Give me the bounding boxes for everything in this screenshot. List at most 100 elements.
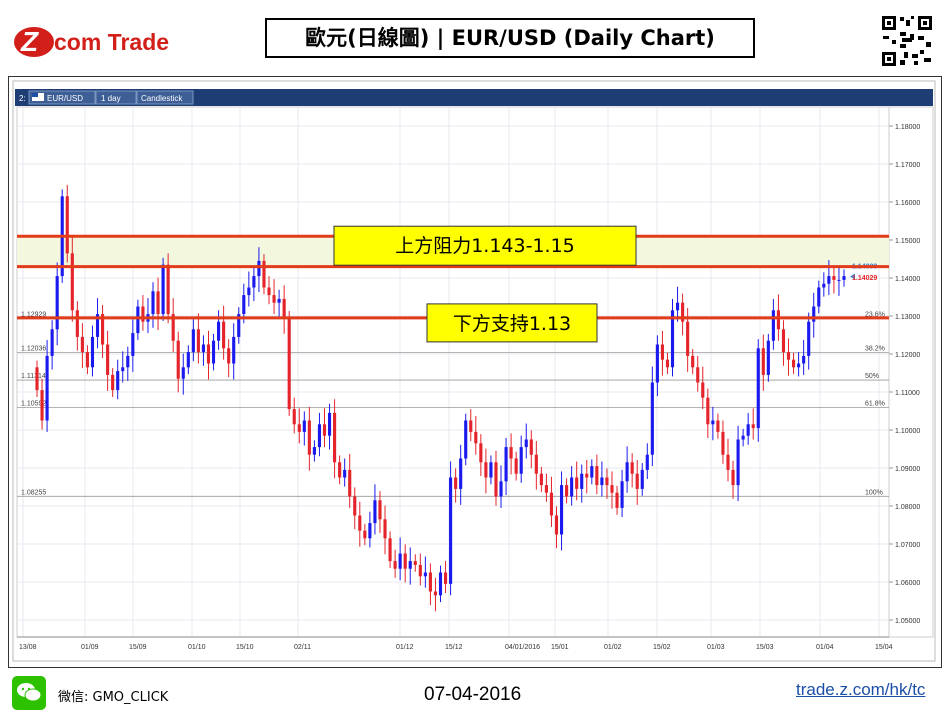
fib-left-label: 1.08255 — [21, 489, 46, 496]
fib-right-label: 50% — [865, 373, 879, 380]
x-tick-label: 01/02 — [604, 644, 622, 651]
toolbar-style-button[interactable] — [136, 90, 194, 105]
candle-body — [267, 287, 271, 296]
candle-body — [40, 390, 44, 421]
candle-body — [302, 420, 306, 432]
candle-body — [706, 397, 710, 425]
candle-body — [368, 523, 372, 539]
candle-body — [807, 321, 811, 356]
candle-body — [509, 447, 513, 459]
fib-right-label: 61.8% — [865, 401, 885, 408]
y-tick-label: 1.13000 — [895, 314, 920, 321]
candle-body — [116, 371, 120, 391]
qr-code-icon — [880, 14, 934, 68]
site-link[interactable]: trade.z.com/hk/tc — [796, 680, 926, 699]
candle-body — [90, 336, 95, 368]
candle-body — [746, 424, 750, 436]
flag-canton — [32, 93, 38, 97]
candle-body — [559, 485, 564, 535]
candle-body — [585, 473, 589, 478]
candle-body — [186, 352, 190, 368]
y-tick-label: 1.10000 — [895, 428, 920, 435]
y-tick-label: 1.07000 — [895, 542, 920, 549]
candle-body — [484, 462, 488, 478]
candle-body — [388, 538, 392, 562]
fib-left-label: 1.11314 — [21, 373, 46, 380]
candle-body — [85, 352, 90, 368]
resistance-label: 上方阻力1.143-1.15 — [395, 235, 575, 257]
candle-body — [227, 348, 231, 364]
candle-body — [570, 477, 574, 497]
candle-body — [797, 363, 801, 368]
x-tick-label: 01/03 — [707, 644, 725, 651]
candle-body — [595, 466, 599, 486]
wechat-label: 微信: GMO_CLICK — [58, 690, 169, 705]
candle-body — [161, 264, 165, 315]
x-tick-label: 15/04 — [875, 644, 893, 651]
candle-body — [736, 439, 740, 486]
candle-body — [711, 420, 715, 425]
candle-body — [822, 283, 826, 288]
candle-body — [625, 462, 629, 482]
candle-body — [605, 477, 609, 486]
candle-body — [242, 295, 246, 315]
candle-body — [383, 519, 387, 539]
candle-body — [469, 420, 473, 432]
candle-body — [131, 333, 135, 356]
toolbar-interval-button[interactable] — [95, 90, 137, 105]
fib-right-label: 100% — [865, 489, 883, 496]
x-tick-label: 15/09 — [129, 644, 147, 651]
candle-body — [549, 492, 554, 516]
candle-body — [620, 481, 624, 508]
logo-text: com Trade — [54, 29, 169, 55]
candle-body — [776, 310, 780, 330]
candle-body — [65, 196, 69, 254]
x-tick-label: 01/12 — [396, 644, 414, 651]
candle-body — [327, 412, 332, 436]
candle-body — [645, 454, 649, 470]
candle-body — [479, 443, 483, 463]
candle-body — [701, 382, 705, 398]
candle-body — [691, 355, 695, 368]
candle-body — [418, 564, 422, 577]
candle-body — [489, 462, 493, 478]
candle-body — [575, 477, 579, 489]
candle-body — [307, 420, 311, 455]
toolbar-symbol-button[interactable] — [28, 90, 96, 105]
candle-body — [786, 352, 791, 360]
candle-body — [731, 469, 735, 486]
x-tick-label: 15/12 — [445, 644, 463, 651]
candle-body — [802, 355, 806, 364]
candle-body — [539, 473, 543, 486]
fib-left-label: 1.12929 — [21, 312, 46, 319]
candle-body — [766, 340, 770, 375]
candle-body — [842, 276, 846, 280]
candle-body — [499, 481, 503, 497]
candle-body — [126, 355, 130, 368]
candle-body — [832, 276, 836, 280]
page-title: 歐元(日線圖) | EUR/USD (Daily Chart) — [265, 18, 755, 58]
date-label: 07-04-2016 — [424, 684, 522, 705]
candle-body — [721, 431, 725, 455]
candle-body — [751, 424, 755, 429]
candle-body — [398, 553, 402, 569]
candle-body — [262, 260, 266, 288]
zcom-trade-logo: Z com Trade — [10, 20, 210, 64]
candle-body — [565, 485, 569, 497]
candle-body — [454, 477, 458, 489]
candle-body — [277, 298, 281, 303]
candle-body — [544, 485, 548, 493]
candle-body — [554, 515, 559, 535]
fib-right-label: 38.2% — [865, 346, 885, 353]
x-tick-label: 13/08 — [19, 644, 37, 651]
candle-body — [136, 306, 140, 334]
candle-body — [837, 279, 841, 281]
candle-body — [726, 454, 730, 470]
x-tick-label: 01/09 — [81, 644, 99, 651]
candle-body — [413, 561, 417, 565]
candle-body — [358, 515, 362, 531]
chart-frame: 2: EUR/USD 1 day Candlestick 1.12929 23.6% 1.… — [8, 76, 942, 668]
candle-body — [50, 329, 54, 356]
candle-body — [519, 447, 523, 474]
candle-body — [716, 420, 720, 432]
